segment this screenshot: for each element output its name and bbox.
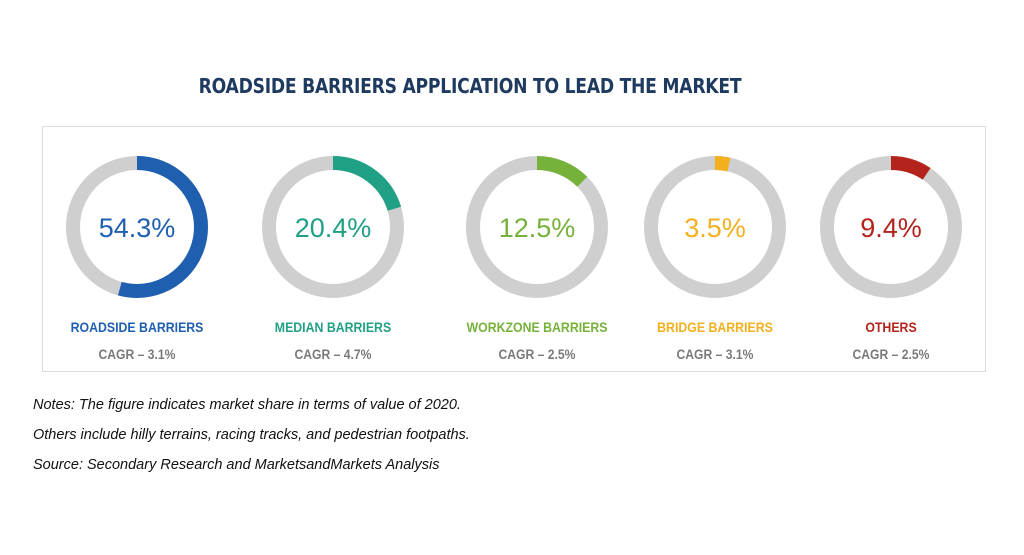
segment-cagr: CAGR – 4.7% — [294, 347, 372, 362]
donut-value-label: 9.4% — [860, 213, 922, 243]
donut-value-label: 54.3% — [99, 213, 176, 243]
segment-name: ROADSIDE BARRIERS — [70, 319, 204, 335]
segment-name: BRIDGE BARRIERS — [657, 319, 773, 335]
segment-cagr: CAGR – 3.1% — [676, 347, 754, 362]
donut-panel: 54.3% 20.4% 12.5% 3.5% 9.4% ROADSIDE BARRIER… — [42, 126, 986, 372]
segment-name: WORKZONE BARRIERS — [466, 319, 608, 335]
donut-arc-3 — [466, 156, 608, 298]
segment-name: MEDIAN BARRIERS — [274, 319, 392, 335]
segment-cagr: CAGR – 2.5% — [498, 347, 576, 362]
donut-arc-4 — [644, 156, 786, 298]
segment-cagr: CAGR – 3.1% — [98, 347, 176, 362]
donut-arc-1 — [66, 156, 208, 298]
donut-value-label: 3.5% — [684, 213, 746, 243]
segment-name: OTHERS — [865, 319, 917, 335]
donut-value-label: 20.4% — [295, 213, 372, 243]
donut-chart: 54.3% 20.4% 12.5% 3.5% 9.4% — [66, 156, 962, 298]
donut-arc-5 — [820, 156, 962, 298]
donut-value-label: 12.5% — [499, 213, 576, 243]
note-others: Others include hilly terrains, racing tr… — [33, 427, 470, 443]
segment-cagr: CAGR – 2.5% — [852, 347, 930, 362]
note-source: Source: Secondary Research and Marketsan… — [33, 457, 440, 473]
note-figure: Notes: The figure indicates market share… — [33, 397, 461, 413]
notes: Notes: The figure indicates market share… — [33, 390, 470, 480]
donut-arc-2 — [262, 156, 404, 298]
chart-title: ROADSIDE BARRIERS APPLICATION TO LEAD TH… — [198, 74, 742, 98]
